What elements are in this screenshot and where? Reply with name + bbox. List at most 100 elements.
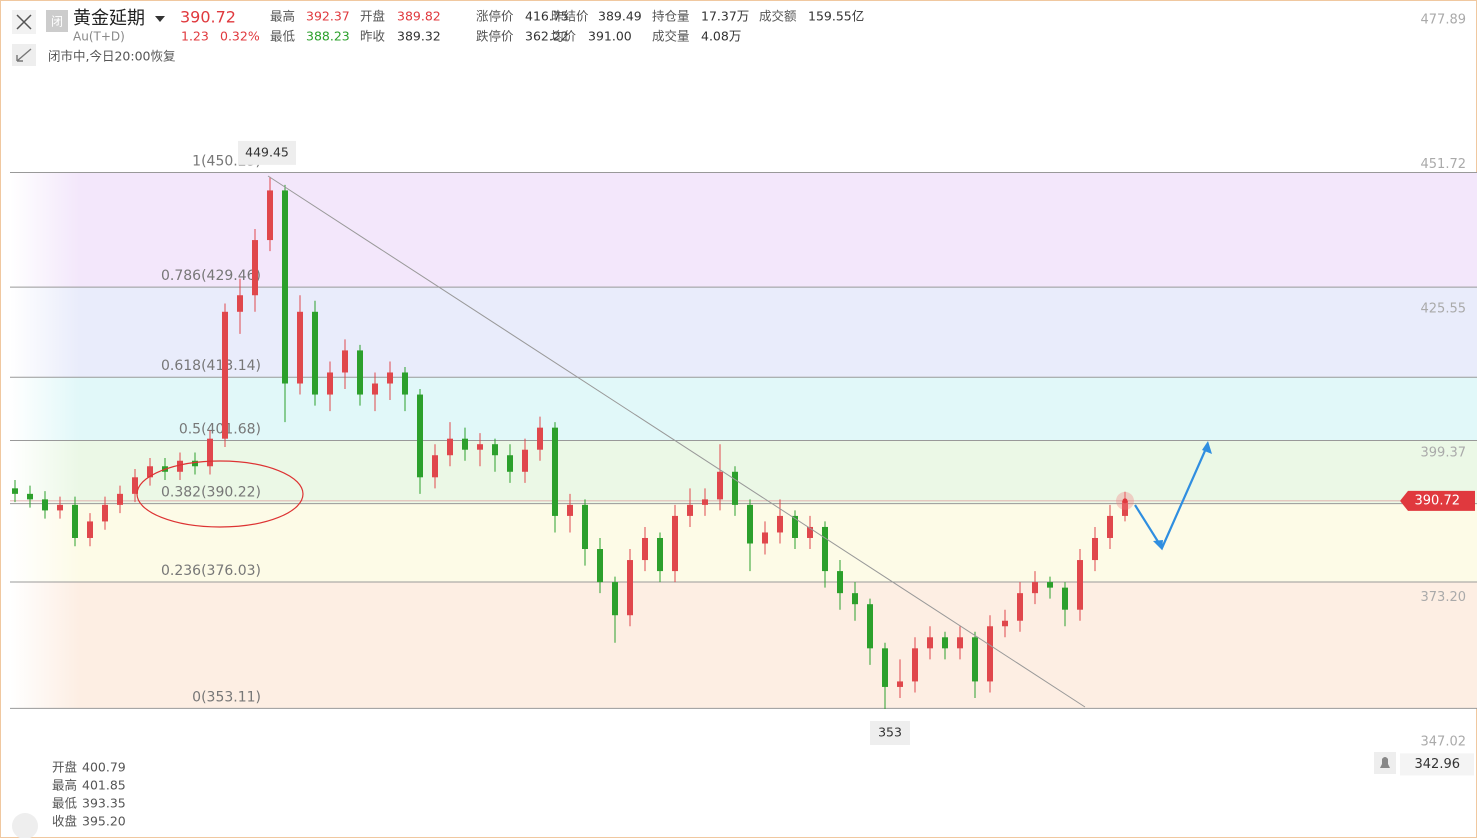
candle-body [42, 499, 48, 511]
high-label: 449.45 [245, 144, 289, 159]
candle-body [912, 648, 918, 682]
candle-body [432, 455, 438, 478]
fib-band [10, 440, 1477, 504]
candle-body [132, 477, 138, 494]
circle-annotation [136, 460, 304, 528]
candle-body [687, 504, 693, 516]
candle-body [657, 537, 663, 572]
badge [46, 10, 68, 32]
candle-body [12, 488, 18, 494]
price-tag [1400, 490, 1475, 511]
candle-body [762, 532, 768, 544]
ohlc-value: 400.79 [82, 760, 126, 775]
candle-body [822, 526, 828, 572]
stat-label: 最高 [270, 9, 295, 24]
candle-body [312, 311, 318, 395]
candle-body [57, 504, 63, 511]
arrow-head [1202, 441, 1212, 454]
candle-body [1047, 582, 1053, 588]
ohlc-value: 395.20 [82, 814, 126, 829]
candle-body [1032, 582, 1038, 594]
stat-value: 362.22 [525, 29, 569, 44]
stat-label: 昨收 [360, 29, 386, 44]
ohlc-label: 开盘 [52, 760, 77, 775]
candle-body [852, 593, 858, 605]
arrow-head [1153, 540, 1163, 550]
candle-body [102, 504, 108, 522]
ohlc-value: 401.85 [82, 778, 126, 793]
candle-body [402, 372, 408, 395]
candle-body [1122, 500, 1128, 516]
candle-body [552, 427, 558, 516]
candle-body [732, 471, 738, 505]
candle-body [777, 515, 783, 533]
candle-body [1107, 515, 1113, 538]
ohlc-value: 393.35 [82, 796, 126, 811]
candle-body [207, 438, 213, 467]
candle-body [342, 350, 348, 373]
candle-body [267, 190, 273, 241]
change-pct: 0.32% [220, 29, 260, 44]
stat-value: 4.08万 [701, 29, 741, 44]
low-box [870, 721, 910, 746]
alert-price: 342.96 [1415, 757, 1461, 772]
market-status: 闭市中,今日20:00恢复 [48, 49, 176, 64]
y-tick-label: 477.89 [1421, 13, 1467, 28]
collapse-icon [16, 48, 32, 62]
instrument-name[interactable]: 黄金延期 [73, 8, 145, 29]
candle-body [327, 372, 333, 395]
ohlc-label: 收盘 [52, 814, 77, 829]
fib-label: 0.382(390.22) [161, 485, 261, 501]
stat-label: 均价 [551, 29, 577, 44]
ohlc-label: 最高 [52, 778, 77, 793]
stat-value: 159.55亿 [808, 9, 864, 24]
candle-body [1002, 620, 1008, 627]
candle-body [897, 681, 903, 687]
ohlc-info: 开盘 400.79 最高 401.85 最低 393.35 收盘 395.20 [52, 760, 126, 829]
ohlc-label: 最低 [52, 796, 78, 811]
candle-body [477, 444, 483, 450]
header: 闭 黄金延期 Au(T+D) 390.72 1.23 0.32% 闭市中,今日2… [12, 8, 260, 66]
high-box [238, 140, 296, 165]
fib-label: 0.786(429.46) [161, 268, 261, 284]
price-tag-text: 390.72 [1415, 493, 1461, 508]
candle-body [72, 504, 78, 538]
candle-body [672, 515, 678, 572]
candle-body [252, 240, 258, 296]
candle-body [177, 460, 183, 472]
candle-body [627, 560, 633, 616]
candle-body [582, 504, 588, 550]
candle-body [357, 350, 363, 395]
dropdown[interactable] [155, 16, 165, 22]
candle-body [372, 383, 378, 395]
candle-body [522, 449, 528, 472]
plot: 1(450.25)0.786(429.46)0.618(413.14)0.5(4… [10, 13, 1477, 776]
candle-body [237, 295, 243, 312]
indicator-button[interactable] [12, 813, 38, 838]
stat-value: 389.82 [397, 9, 441, 24]
stat-label: 成交量 [652, 29, 690, 44]
candle-body [447, 438, 453, 456]
candle-body [462, 438, 468, 450]
candle-body [807, 526, 813, 538]
y-tick-label: 399.37 [1421, 446, 1467, 461]
candle-body [642, 537, 648, 561]
candle-body [957, 637, 963, 649]
candle-body [282, 190, 288, 384]
candle-body [702, 499, 708, 505]
candle-body [222, 311, 228, 439]
fib-band [10, 503, 1477, 582]
candle-body [27, 493, 33, 500]
candle-body [297, 311, 303, 384]
candle-body [387, 372, 393, 384]
fib-label: 0(353.11) [192, 689, 261, 705]
stat-label: 最低 [270, 29, 296, 44]
candle-body [87, 521, 93, 538]
candle-body [597, 549, 603, 583]
alert-box [1400, 753, 1474, 776]
stat-value: 392.37 [306, 9, 350, 24]
candle-body [972, 637, 978, 682]
candle-body [1092, 537, 1098, 561]
stat-label: 跌停价 [476, 29, 514, 44]
